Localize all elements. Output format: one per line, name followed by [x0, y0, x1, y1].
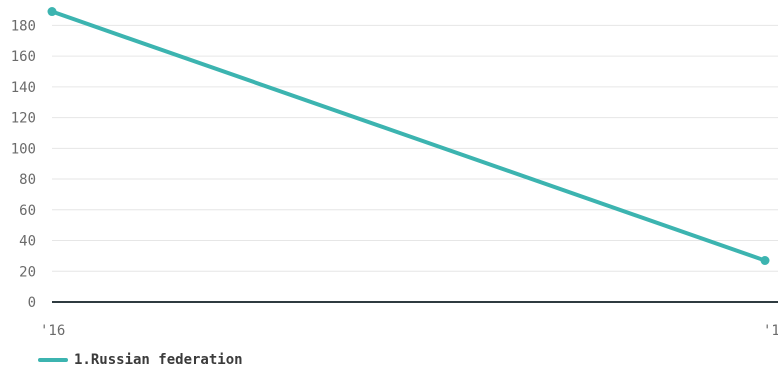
data-point-0-1[interactable] — [760, 256, 770, 266]
legend-swatch — [38, 358, 68, 362]
y-axis-ticks: 0 20 40 60 80 100 120 140 160 180 — [11, 18, 36, 311]
y-tick-label-120: 120 — [11, 111, 36, 127]
y-tick-label-80: 80 — [19, 172, 36, 188]
y-tick-label-100: 100 — [11, 141, 36, 157]
x-tick-label-0: '16 — [40, 323, 65, 339]
x-axis-ticks: '16 '17 — [40, 323, 778, 339]
y-tick-label-140: 140 — [11, 80, 36, 96]
grid-lines — [52, 24, 778, 272]
legend[interactable]: 1.Russian federation — [38, 352, 243, 368]
y-tick-label-180: 180 — [11, 18, 36, 34]
y-tick-label-40: 40 — [19, 234, 36, 250]
y-tick-label-0: 0 — [28, 295, 36, 311]
series-group — [47, 7, 770, 266]
data-point-0-0[interactable] — [47, 7, 57, 17]
y-tick-label-160: 160 — [11, 49, 36, 65]
x-tick-label-1: '17 — [763, 323, 778, 339]
y-tick-label-20: 20 — [19, 264, 36, 280]
legend-label-russian-federation: 1.Russian federation — [74, 352, 243, 368]
series-line-0[interactable] — [50, 9, 767, 263]
y-tick-label-60: 60 — [19, 203, 36, 219]
